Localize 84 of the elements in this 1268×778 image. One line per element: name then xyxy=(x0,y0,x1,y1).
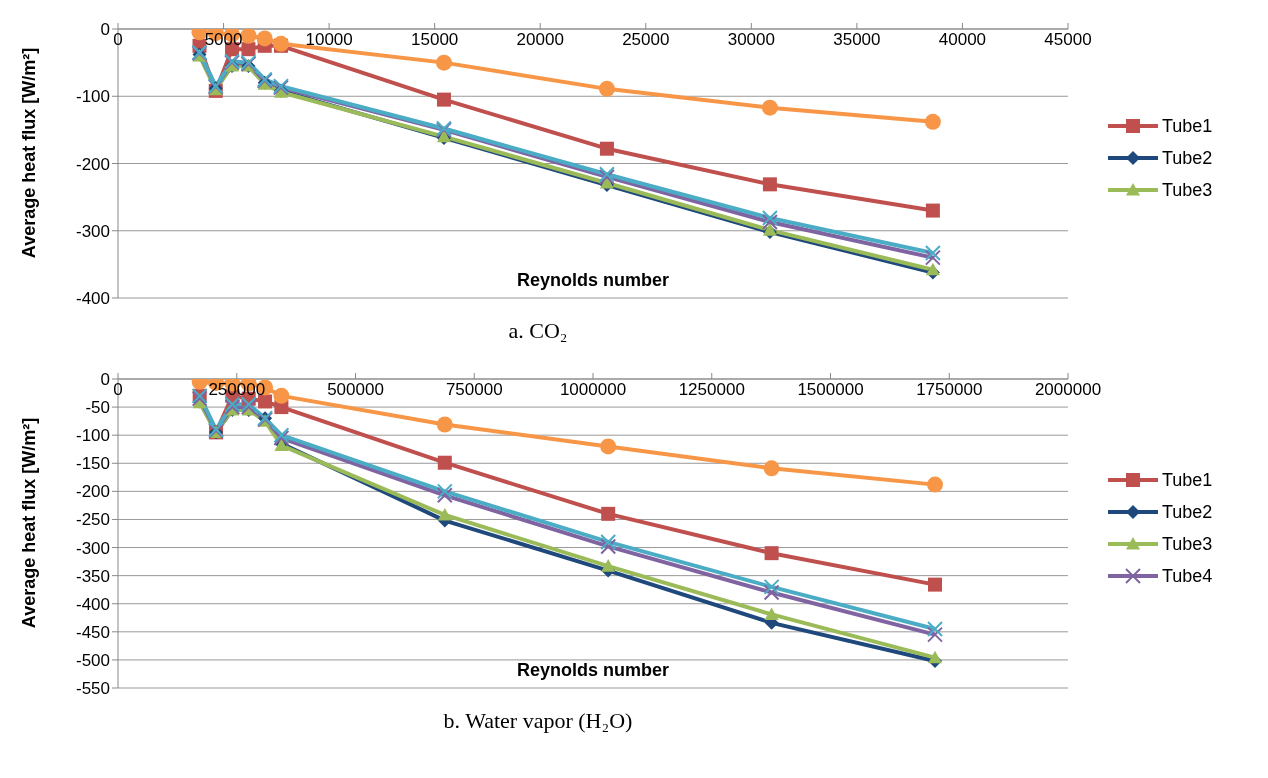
x-tick-label: 0 xyxy=(113,380,123,399)
point xyxy=(436,416,453,433)
x-tick-label: 10000 xyxy=(305,30,353,49)
point xyxy=(435,54,452,71)
y-tick-label: -400 xyxy=(75,594,110,614)
point xyxy=(924,244,941,261)
text: a. CO₂ xyxy=(507,318,569,344)
y-tick-label: -100 xyxy=(75,426,110,446)
point xyxy=(764,546,779,561)
point xyxy=(761,209,778,226)
x-tick-label: 0 xyxy=(113,30,123,49)
text: b. Water vapor (H₂O) xyxy=(442,708,634,734)
legend-label: Tube4 xyxy=(1162,565,1213,587)
point xyxy=(925,203,940,218)
point xyxy=(763,578,780,595)
y-tick-label: -350 xyxy=(75,566,110,586)
x-tick-label: 1750000 xyxy=(916,380,983,399)
point xyxy=(762,177,777,192)
y-tick-label: -300 xyxy=(75,538,110,558)
point xyxy=(436,483,453,500)
point xyxy=(924,249,941,266)
x-tick-label: 45000 xyxy=(1044,30,1092,49)
point xyxy=(598,80,615,97)
point xyxy=(240,29,257,44)
x-tick-label: 1250000 xyxy=(678,380,745,399)
point xyxy=(927,476,943,493)
point xyxy=(763,460,780,477)
y-tick-label: -150 xyxy=(75,454,110,474)
x-tick-label: 40000 xyxy=(938,30,987,49)
x-tick-label: 30000 xyxy=(727,30,775,49)
point xyxy=(599,141,614,156)
y-axis-title: Average heat flux [W/m²] xyxy=(18,416,40,631)
point xyxy=(437,507,452,521)
y-tick-label: -200 xyxy=(75,154,110,174)
point xyxy=(273,387,290,404)
point xyxy=(601,559,616,572)
x-tick-label: 1000000 xyxy=(559,380,627,399)
point xyxy=(241,42,256,57)
x-tick-label: 15000 xyxy=(411,30,459,49)
point xyxy=(256,30,273,47)
point xyxy=(601,506,616,521)
y-tick-label: -100 xyxy=(75,87,110,107)
y-tick-label: -300 xyxy=(75,221,110,241)
point xyxy=(928,577,942,592)
point xyxy=(437,455,452,470)
y-tick-label: -550 xyxy=(75,679,110,699)
y-axis-title: Average heat flux [W/m²] xyxy=(18,46,40,261)
point xyxy=(761,214,778,231)
legend-label: Tube2 xyxy=(1162,147,1213,169)
point xyxy=(927,626,943,643)
point xyxy=(763,584,780,601)
y-tick-label: -450 xyxy=(75,622,110,642)
y-tick-label: -400 xyxy=(75,289,110,309)
x-tick-label: 500000 xyxy=(327,380,384,399)
point xyxy=(436,92,451,107)
point xyxy=(928,650,942,664)
point xyxy=(764,607,779,620)
x-axis-title: Reynolds number xyxy=(516,660,670,681)
x-axis-title: Reynolds number xyxy=(516,270,670,291)
x-tick-label: 1500000 xyxy=(797,380,864,399)
y-tick-label: -250 xyxy=(75,510,110,530)
legend-label: Tube3 xyxy=(1162,179,1213,201)
y-tick-label: -200 xyxy=(75,482,110,502)
point xyxy=(600,538,617,555)
legend-label: Tube2 xyxy=(1162,501,1213,523)
point xyxy=(924,113,941,130)
point xyxy=(761,99,778,116)
x-tick-label: 2000000 xyxy=(1034,380,1102,399)
point xyxy=(927,621,943,638)
x-tick-label: 20000 xyxy=(516,30,564,49)
point xyxy=(258,394,273,409)
x-tick-label: 25000 xyxy=(622,30,670,49)
point xyxy=(600,533,617,550)
x-tick-label: 35000 xyxy=(833,30,881,49)
y-tick-label: -50 xyxy=(85,398,110,418)
y-tick-label: -500 xyxy=(75,650,110,670)
x-tick-label: 750000 xyxy=(445,380,503,399)
legend-label: Tube3 xyxy=(1162,533,1213,555)
point xyxy=(925,262,940,276)
legend-label: Tube1 xyxy=(1162,115,1213,137)
point xyxy=(762,223,777,236)
point xyxy=(436,487,453,504)
point xyxy=(600,438,617,455)
legend-label: Tube1 xyxy=(1162,469,1213,491)
